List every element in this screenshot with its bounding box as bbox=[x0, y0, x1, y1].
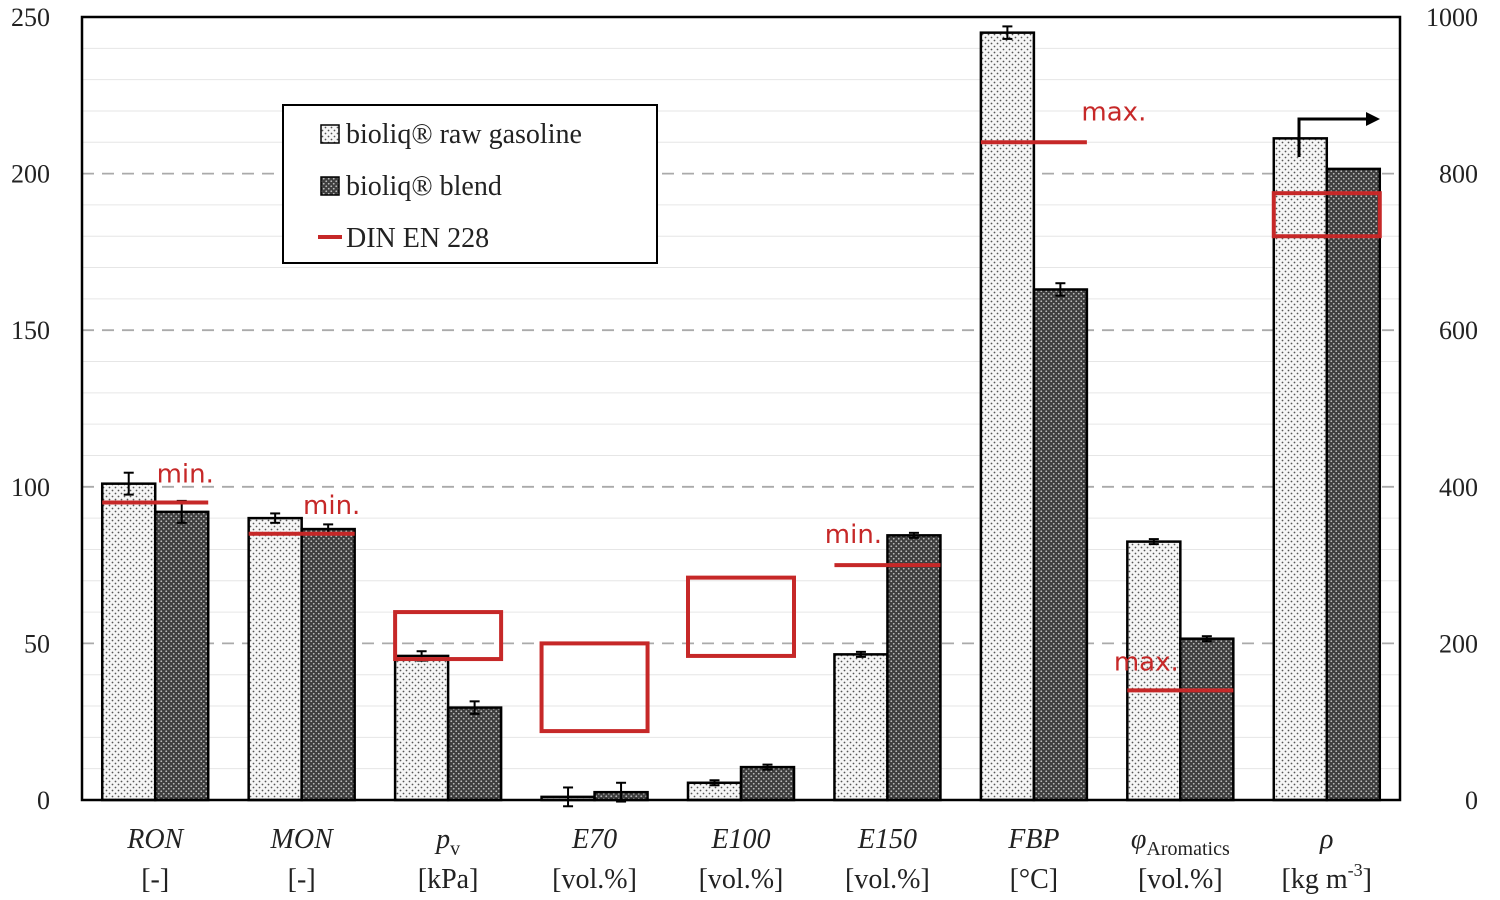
right-axis-tick-label: 0 bbox=[1465, 786, 1478, 815]
category-name-label: φAromatics bbox=[1131, 824, 1230, 860]
right-axis-ticks: 0 200 400 600 800 1000 bbox=[1426, 3, 1478, 815]
legend-swatch-raw bbox=[320, 124, 340, 144]
left-axis-tick-label: 50 bbox=[24, 629, 50, 658]
category-unit-label: [vol.%] bbox=[845, 864, 930, 895]
bar-blend bbox=[153, 510, 210, 802]
legend-swatch-blend bbox=[320, 176, 340, 196]
din-limits: min. min. min. max. max. bbox=[102, 97, 1382, 734]
bar-blend bbox=[1179, 637, 1235, 802]
category-name-label: pv bbox=[434, 824, 460, 860]
din-limit-range bbox=[539, 641, 650, 734]
din-limit-range bbox=[1271, 191, 1382, 239]
bar-blend bbox=[1032, 288, 1089, 802]
category-unit-label: [vol.%] bbox=[1138, 864, 1223, 895]
din-limit-range bbox=[686, 575, 796, 658]
legend: bioliq® raw gasoline bioliq® blend DIN E… bbox=[282, 104, 658, 264]
left-axis-tick-label: 250 bbox=[11, 3, 50, 32]
left-axis-ticks: 0 50 100 150 200 250 bbox=[11, 3, 50, 815]
din-limit-label: max. bbox=[1081, 97, 1146, 127]
right-axis-arrow bbox=[1297, 112, 1380, 157]
right-axis-tick-label: 1000 bbox=[1426, 3, 1478, 32]
bar-raw-gasoline bbox=[247, 516, 303, 802]
bar-blend bbox=[1325, 167, 1382, 802]
bar-raw-gasoline bbox=[1272, 137, 1329, 802]
din-limit-label: min. bbox=[157, 459, 214, 489]
category-name-label: E100 bbox=[710, 824, 770, 855]
category-unit-label: [-] bbox=[141, 864, 169, 895]
bar-raw-gasoline bbox=[979, 31, 1036, 802]
bars bbox=[100, 31, 1382, 802]
din-limit-label: min. bbox=[303, 491, 360, 521]
right-axis-tick-label: 800 bbox=[1439, 160, 1478, 189]
bar-blend bbox=[446, 706, 503, 802]
din-limit-label: min. bbox=[825, 520, 882, 550]
left-axis-tick-label: 150 bbox=[11, 316, 50, 345]
category-unit-label: [vol.%] bbox=[552, 864, 637, 895]
plot-area-frame bbox=[80, 15, 1402, 802]
right-axis-tick-label: 600 bbox=[1439, 316, 1478, 345]
bar-raw-gasoline bbox=[100, 482, 157, 802]
category-name-label: FBP bbox=[1007, 824, 1059, 855]
bar-raw-gasoline bbox=[1126, 540, 1182, 802]
legend-label-blend: bioliq® blend bbox=[346, 171, 502, 202]
bar-raw-gasoline bbox=[393, 654, 450, 802]
legend-label-norm: DIN EN 228 bbox=[346, 223, 489, 254]
legend-label-raw: bioliq® raw gasoline bbox=[346, 119, 582, 150]
right-axis-tick-label: 400 bbox=[1439, 473, 1478, 502]
category-labels: RON [-] MON [-] pv [kPa] E70 [vol.%] E100 [vol.%]… bbox=[126, 824, 1372, 895]
bar-raw-gasoline bbox=[833, 653, 889, 802]
category-name-label: MON bbox=[270, 824, 335, 855]
category-name-label: E150 bbox=[857, 824, 917, 855]
din-limit-range bbox=[393, 610, 504, 662]
category-unit-label: [kg m-3] bbox=[1282, 860, 1372, 895]
category-name-label: ρ bbox=[1319, 824, 1333, 855]
bar-blend bbox=[886, 534, 942, 802]
category-unit-label: [kPa] bbox=[418, 864, 479, 895]
category-name-label: RON bbox=[126, 824, 184, 855]
left-axis-tick-label: 100 bbox=[11, 473, 50, 502]
din-limit-label: max. bbox=[1114, 647, 1179, 677]
category-unit-label: [-] bbox=[288, 864, 316, 895]
right-axis-tick-label: 200 bbox=[1439, 629, 1478, 658]
category-unit-label: [°C] bbox=[1010, 864, 1059, 895]
left-axis-tick-label: 200 bbox=[11, 160, 50, 189]
bar-blend bbox=[300, 527, 356, 802]
legend-box bbox=[282, 104, 658, 264]
category-name-label: E70 bbox=[571, 824, 617, 855]
left-axis-tick-label: 0 bbox=[37, 786, 50, 815]
bar-blend bbox=[739, 765, 796, 802]
category-unit-label: [vol.%] bbox=[699, 864, 784, 895]
